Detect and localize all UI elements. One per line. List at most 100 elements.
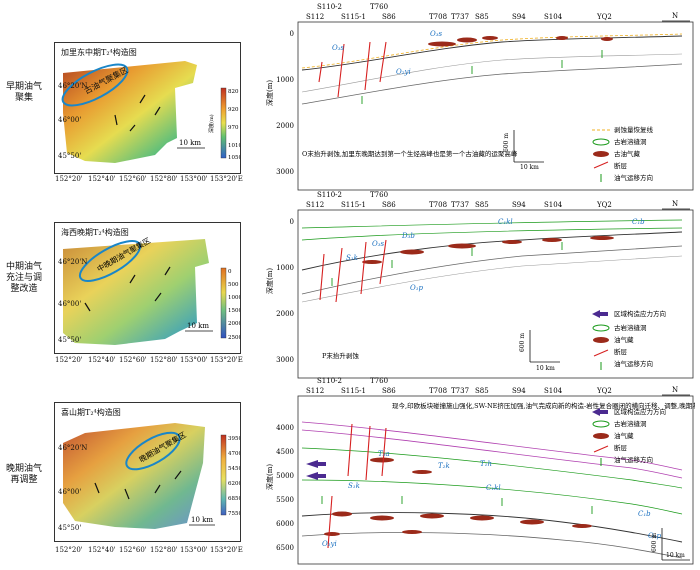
svg-text:断层: 断层 (614, 161, 628, 170)
scale-label: 10 km (187, 322, 209, 330)
lon-tick: 153°00' (180, 356, 208, 364)
svg-text:1000: 1000 (228, 295, 240, 301)
svg-text:油气藏: 油气藏 (614, 431, 634, 440)
y-axis-label: 深度(m) (265, 80, 274, 106)
svg-text:C₁b: C₁b (638, 510, 651, 518)
lat-tick: 46°20'N (58, 258, 88, 266)
svg-text:T760: T760 (370, 3, 388, 11)
svg-text:O₁p: O₁p (410, 284, 424, 292)
svg-text:S115-1: S115-1 (341, 13, 366, 21)
north-label: N (672, 386, 678, 394)
svg-text:D₃b: D₃b (401, 232, 415, 240)
lon-tick: 153°20'E (210, 175, 243, 183)
scale-label: 10 km (179, 139, 201, 147)
svg-text:O₃s: O₃s (332, 44, 345, 52)
svg-text:6000: 6000 (276, 520, 294, 528)
depth-unit: 深度(m) (208, 114, 215, 133)
stage-label-late: 晚期油气再调整 (5, 464, 42, 485)
svg-text:S94: S94 (512, 201, 526, 209)
faults (319, 239, 387, 303)
svg-text:S115-1: S115-1 (341, 201, 366, 209)
lon-tick: 153°00' (180, 175, 208, 183)
svg-text:断层: 断层 (614, 347, 628, 356)
svg-text:S104: S104 (544, 201, 563, 209)
svg-text:区域构造应力方向: 区域构造应力方向 (614, 407, 666, 416)
svg-text:T760: T760 (370, 377, 388, 385)
svg-text:C₁b: C₁b (632, 218, 645, 226)
note: P末抬升剥蚀 (322, 351, 359, 360)
structure-map-middle: 海西晚期T₂⁴构造图 中晚期油气聚集区 0 500 1000 1500 2000… (54, 222, 241, 354)
svg-text:1000: 1000 (276, 264, 294, 272)
stage-label-early: 早期油气聚集 (5, 82, 42, 103)
svg-text:古岩溶缝洞: 古岩溶缝洞 (614, 137, 647, 146)
svg-text:0: 0 (290, 218, 294, 226)
svg-text:O₃s: O₃s (372, 240, 385, 248)
cross-section-early: S110-2 T760 S112 S115-1 S86 T708 T737 S8… (265, 3, 694, 191)
lat-tick: 46°00' (58, 116, 82, 124)
svg-text:S110-2: S110-2 (317, 3, 342, 11)
svg-text:600 m: 600 m (519, 333, 526, 352)
svg-text:10 km: 10 km (520, 164, 539, 171)
lat-tick: 45°50' (58, 152, 82, 160)
frame (297, 395, 694, 565)
svg-text:古油气藏: 古油气藏 (614, 149, 641, 158)
svg-text:T708: T708 (429, 13, 447, 21)
svg-text:600 m: 600 m (651, 533, 658, 552)
svg-text:S112: S112 (306, 13, 324, 21)
svg-text:6850: 6850 (228, 496, 240, 502)
svg-text:2500: 2500 (228, 335, 240, 341)
lon-tick: 152°60' (119, 546, 147, 554)
svg-text:S112: S112 (306, 387, 324, 395)
svg-text:T₃a: T₃a (378, 450, 390, 458)
svg-text:5450: 5450 (228, 466, 240, 472)
frame (297, 209, 694, 379)
depth-ticks: 0 1000 2000 3000 (276, 218, 294, 364)
depth-ticks: 4000 4500 5000 5500 6000 6500 (276, 424, 294, 552)
svg-text:S₁k: S₁k (346, 254, 358, 262)
svg-text:T₂k: T₂k (438, 462, 450, 470)
lat-tick: 46°00' (58, 300, 82, 308)
svg-text:4000: 4000 (276, 424, 294, 432)
svg-text:1000: 1000 (276, 76, 294, 84)
svg-text:S94: S94 (512, 387, 526, 395)
svg-text:O₂yi: O₂yi (322, 540, 337, 548)
horizon (301, 35, 683, 71)
lat-tick: 45°50' (58, 524, 82, 532)
formation-labels: T₃a T₂k T₁h S₁k C₁kl C₁b O₂yi O₁p (322, 450, 662, 548)
svg-text:5500: 5500 (276, 496, 294, 504)
svg-text:S85: S85 (475, 13, 489, 21)
migration-arrows (321, 496, 593, 514)
y-axis-label: 深度(m) (265, 464, 274, 490)
svg-text:T708: T708 (429, 387, 447, 395)
scale-bar: 600 m 10 km (519, 330, 560, 372)
lon-tick: 152°80' (150, 546, 178, 554)
note: O末抬升剥蚀,加里东晚期达到第一个生烃高峰也是第一个古油藏的运聚高峰 (302, 149, 518, 158)
svg-text:油气运移方向: 油气运移方向 (614, 455, 653, 464)
lon-tick: 153°20'E (210, 356, 243, 364)
lat-tick: 46°00' (58, 488, 82, 496)
colorbar-labels: 0 500 1000 1500 2000 2500 (228, 269, 240, 341)
svg-text:O₁p: O₁p (648, 532, 662, 540)
svg-text:O₃s: O₃s (430, 30, 443, 38)
lon-tick: 153°00' (180, 546, 208, 554)
lon-tick: 152°40' (88, 175, 116, 183)
y-axis-label: 深度(m) (265, 268, 274, 294)
svg-text:S86: S86 (382, 201, 396, 209)
colorbar-labels: 820 920 970 1010 1050 (228, 89, 240, 161)
svg-text:古岩溶缝洞: 古岩溶缝洞 (614, 419, 647, 428)
lat-tick: 45°50' (58, 336, 82, 344)
svg-text:油气藏: 油气藏 (614, 335, 634, 344)
erosion-line (301, 33, 683, 69)
svg-text:S85: S85 (475, 201, 489, 209)
migration-arrows (361, 50, 603, 104)
svg-text:O₂yi: O₂yi (396, 68, 411, 76)
svg-text:3000: 3000 (276, 168, 294, 176)
svg-text:970: 970 (228, 125, 239, 131)
lon-tick: 152°20' (55, 356, 83, 364)
svg-text:4500: 4500 (276, 448, 294, 456)
oil-reservoirs (428, 36, 613, 47)
north-label: N (672, 200, 678, 208)
map-title: 加里东中期T₂⁴构造图 (61, 48, 137, 57)
lon-tick: 153°20'E (210, 546, 243, 554)
svg-text:S110-2: S110-2 (317, 377, 342, 385)
